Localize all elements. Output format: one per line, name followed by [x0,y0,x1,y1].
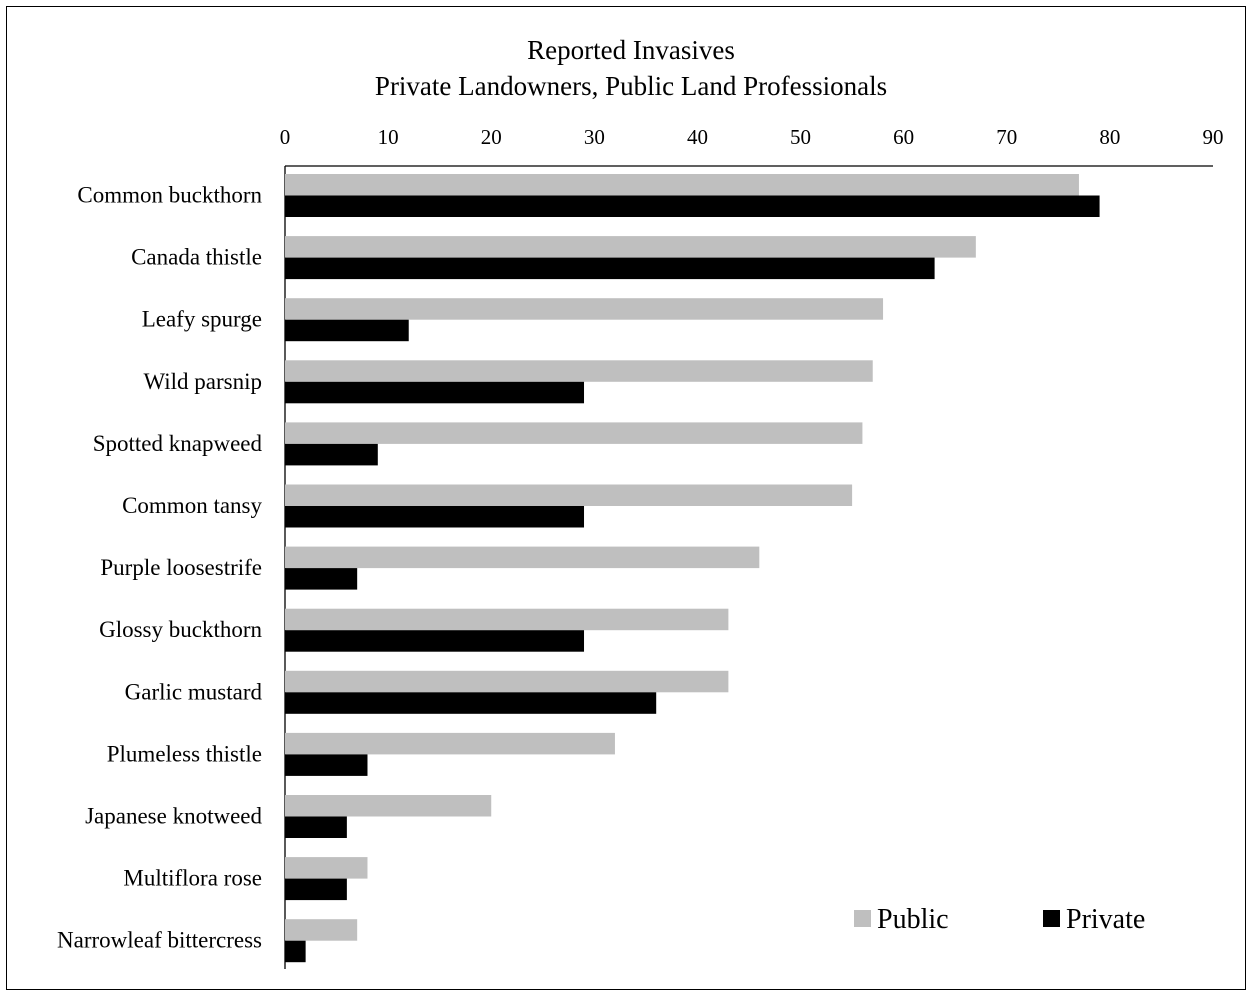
x-tick-label: 20 [481,125,502,149]
legend-label-public: Public [877,904,949,935]
bar-public-wild-parsnip [285,360,873,382]
bar-public-multiflora-rose [285,857,368,879]
bar-public-purple-loosestrife [285,546,760,569]
bar-private-narrowleaf-bittercress [285,940,306,963]
category-labels: Common buckthorn Canada thistle Leafy spur… [57,183,262,953]
bar-private-plumeless-thistle [285,754,368,776]
x-tick-label: 60 [893,125,914,149]
x-tick-label: 50 [790,125,811,149]
category-label: Canada thistle [131,245,262,270]
x-tick-label: 90 [1203,125,1224,149]
bar-private-common-buckthorn [285,195,1100,217]
category-label: Wild parsnip [143,369,262,394]
bar-private-japanese-knotweed [285,816,347,838]
bar-private-garlic-mustard [285,692,657,714]
bar-public-leafy-spurge [285,298,884,320]
bar-chart: Reported Invasives Private Landowners, P… [57,35,1224,969]
bar-public-canada-thistle [285,236,976,258]
legend-swatch-public [854,910,871,927]
bar-public-japanese-knotweed [285,795,492,817]
category-label: Leafy spurge [142,307,262,332]
bar-public-glossy-buckthorn [285,608,729,631]
bar-private-common-tansy [285,506,585,528]
bar-public-plumeless-thistle [285,732,615,755]
legend: Public Private [854,904,1145,935]
category-label: Multiflora rose [123,866,262,891]
x-tick-label: 40 [687,125,708,149]
chart-frame: Reported Invasives Private Landowners, P… [6,6,1246,990]
legend-label-private: Private [1066,904,1145,935]
category-label: Narrowleaf bittercress [57,928,262,953]
bar-public-common-buckthorn [285,174,1079,196]
bar-private-leafy-spurge [285,319,409,342]
x-tick-label: 10 [378,125,399,149]
bar-private-wild-parsnip [285,381,585,404]
bar-private-purple-loosestrife [285,568,358,590]
chart-title: Reported Invasives [527,35,735,65]
bar-private-glossy-buckthorn [285,630,585,652]
bar-public-garlic-mustard [285,670,729,693]
category-label: Plumeless thistle [107,741,262,766]
x-tick-labels: 0 10 20 30 40 50 60 70 80 90 [280,125,1224,149]
legend-swatch-private [1043,910,1060,927]
bars [285,174,1100,963]
bar-private-multiflora-rose [285,878,347,901]
category-label: Common tansy [122,493,262,518]
category-label: Garlic mustard [125,679,263,704]
x-tick-label: 0 [280,125,291,149]
bar-public-common-tansy [285,484,853,506]
x-tick-label: 70 [996,125,1017,149]
category-label: Common buckthorn [77,183,262,208]
chart-subtitle: Private Landowners, Public Land Professi… [375,71,887,101]
bar-private-spotted-knapweed [285,443,378,466]
bar-public-narrowleaf-bittercress [285,919,358,941]
category-label: Purple loosestrife [100,555,262,580]
x-tick-label: 30 [584,125,605,149]
category-label: Spotted knapweed [93,431,263,456]
category-label: Japanese knotweed [85,804,262,829]
x-tick-label: 80 [1099,125,1120,149]
bar-public-spotted-knapweed [285,422,863,444]
category-label: Glossy buckthorn [99,617,262,642]
bar-private-canada-thistle [285,257,935,280]
